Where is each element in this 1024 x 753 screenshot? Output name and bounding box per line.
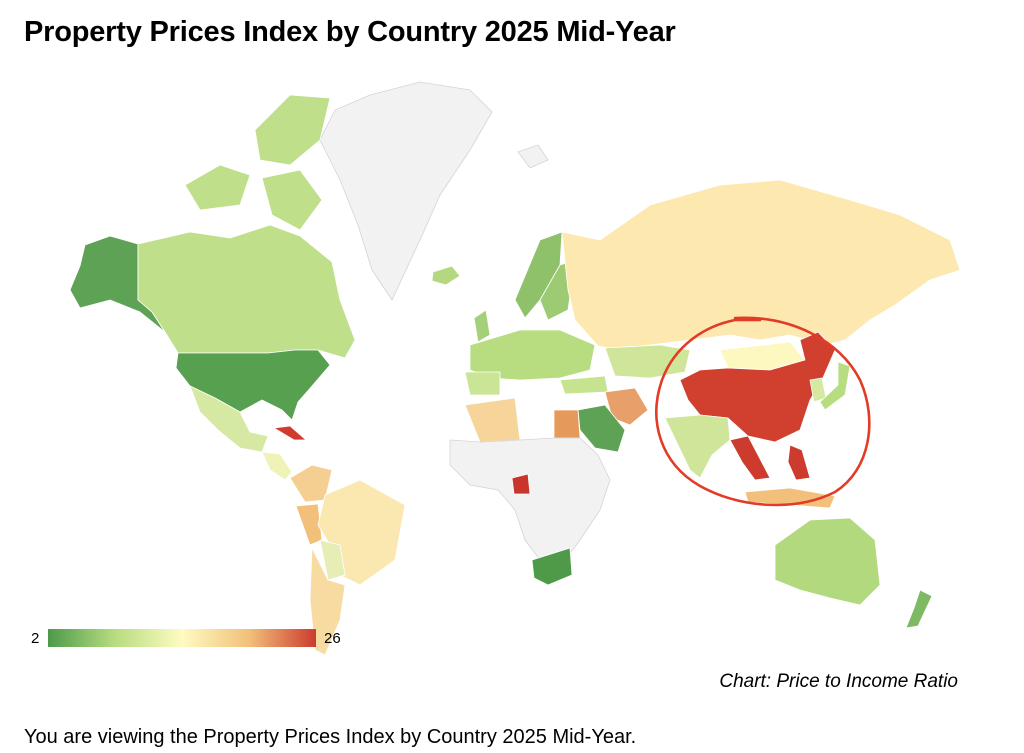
country-turkey[interactable]	[559, 375, 609, 395]
country-svalbard[interactable]	[517, 144, 549, 169]
country-greenland[interactable]	[319, 81, 493, 301]
region-africa-no-data[interactable]	[449, 437, 611, 561]
country-colombia[interactable]	[289, 464, 333, 503]
country-egypt[interactable]	[553, 409, 581, 439]
country-mexico[interactable]	[189, 385, 269, 453]
country-cuba[interactable]	[273, 425, 307, 441]
country-cameroon[interactable]	[511, 473, 531, 495]
country-argentina[interactable]	[309, 547, 346, 656]
country-iberia[interactable]	[464, 371, 501, 396]
footer-text: You are viewing the Property Prices Inde…	[24, 726, 637, 748]
country-peru[interactable]	[295, 503, 323, 546]
country-canada-islands-west[interactable]	[184, 164, 251, 211]
country-canada[interactable]	[137, 224, 356, 359]
country-canada-islands[interactable]	[254, 94, 331, 166]
country-india[interactable]	[664, 414, 731, 479]
country-south-africa[interactable]	[531, 547, 573, 586]
legend-min-label: 2	[31, 630, 40, 647]
country-iceland[interactable]	[431, 265, 461, 286]
country-new-zealand[interactable]	[905, 589, 933, 629]
legend-max-label: 26	[324, 630, 341, 647]
country-kazakhstan[interactable]	[604, 344, 691, 379]
annotation-circle	[655, 316, 871, 507]
country-canada-baffin[interactable]	[261, 169, 323, 231]
legend-color-scale	[48, 629, 316, 647]
country-uk[interactable]	[473, 309, 491, 343]
country-usa-alaska[interactable]	[69, 235, 166, 333]
country-russia[interactable]	[561, 179, 961, 351]
country-southeast-asia[interactable]	[729, 435, 771, 481]
chart-caption: Chart: Price to Income Ratio	[719, 671, 958, 692]
country-algeria[interactable]	[464, 397, 521, 443]
country-australia[interactable]	[774, 517, 881, 606]
country-central-america[interactable]	[261, 451, 293, 481]
country-bolivia[interactable]	[319, 539, 346, 581]
map-title: Property Prices Index by Country 2025 Mi…	[24, 16, 676, 48]
country-saudi-arabia[interactable]	[577, 404, 626, 453]
country-philippines[interactable]	[787, 444, 811, 481]
